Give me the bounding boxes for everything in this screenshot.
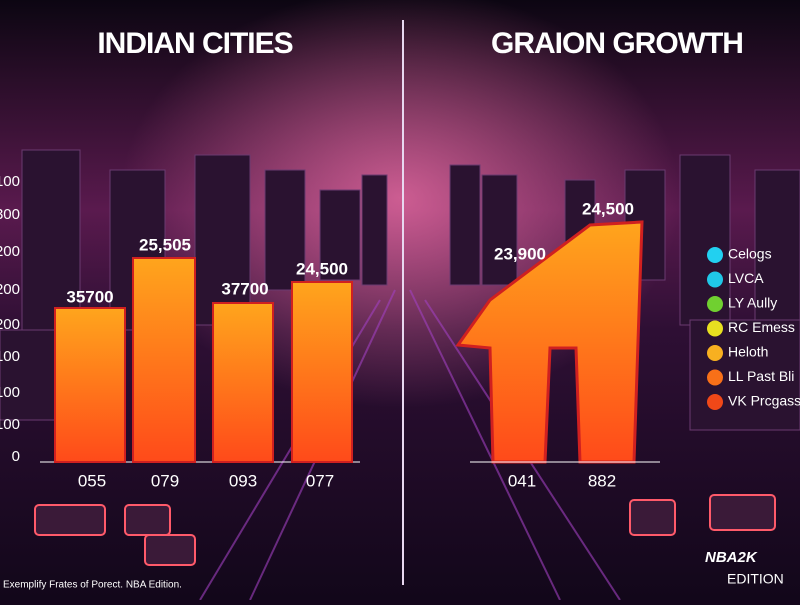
logo-sub: EDITION: [727, 571, 784, 587]
growth-shape: [455, 220, 644, 464]
cars: [34, 494, 776, 566]
shape-label: 23,900: [494, 244, 546, 263]
axis-label: 100: [0, 416, 20, 433]
legend-label: RC Emess: [728, 319, 795, 335]
shape-label: 24,500: [582, 199, 634, 218]
left-bars: [54, 257, 353, 463]
bar: [132, 257, 196, 463]
axis-label: 200: [0, 316, 20, 333]
logo: NBA2K: [705, 549, 758, 566]
category-label: 041: [508, 471, 536, 490]
legend-label: Celogs: [728, 246, 772, 262]
bar-label: 35700: [66, 287, 113, 306]
legend-label: Heloth: [728, 344, 768, 360]
legend-swatch: [707, 394, 723, 410]
legend-swatch: [707, 345, 723, 361]
legend-label: VK Prcgass: [728, 393, 800, 409]
legend-swatch: [707, 320, 723, 337]
legend-swatch: [707, 296, 723, 312]
axis-label: 100: [0, 384, 20, 401]
bar-label: 37700: [221, 279, 268, 298]
legend-label: LL Past Bli: [728, 368, 794, 384]
bar-label: 25,505: [139, 235, 191, 254]
category-label: 077: [306, 471, 334, 490]
category-label: 882: [588, 471, 616, 490]
caption: Exemplify Frates of Porect. NBA Edition.: [3, 580, 182, 591]
axis-label: 0: [12, 448, 20, 465]
right-title: GRAION GROWTH: [491, 27, 743, 60]
legend-swatch: [707, 271, 723, 288]
bar: [291, 281, 353, 463]
legend-swatch: [707, 369, 723, 386]
legend-label: LVCA: [728, 270, 764, 286]
category-label: 055: [78, 471, 106, 490]
left-title: INDIAN CITIES: [97, 27, 292, 60]
legend: Celogs LVCA LY Aully RC Emess Heloth LL Past …: [707, 246, 800, 410]
city-skyline: [0, 149, 800, 431]
bar: [212, 302, 274, 463]
bar: [54, 307, 126, 463]
axis-label: 200: [0, 243, 20, 260]
axis-label: 200: [0, 281, 20, 298]
axis-label: 100: [0, 348, 20, 365]
category-label: 093: [229, 471, 257, 490]
legend-swatch: [707, 247, 723, 263]
legend-label: LY Aully: [728, 295, 777, 311]
axis-label: 300: [0, 206, 20, 223]
bar-label: 24,500: [296, 259, 348, 278]
axis-label: 100: [0, 173, 20, 190]
category-label: 079: [151, 471, 179, 490]
